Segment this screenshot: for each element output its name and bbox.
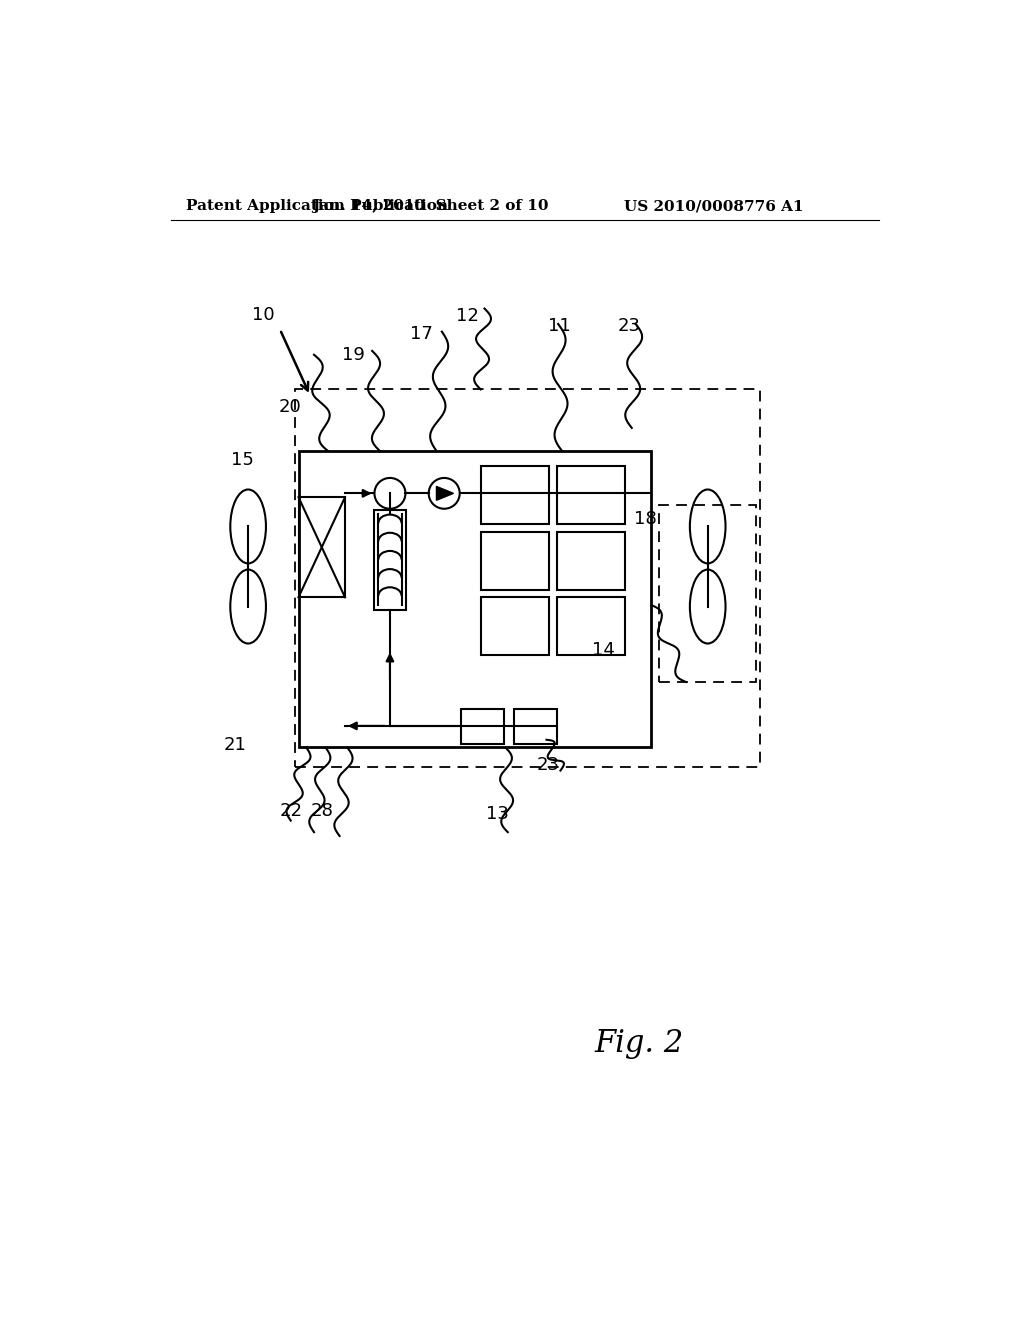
Text: Patent Application Publication: Patent Application Publication: [186, 199, 449, 213]
Bar: [374, 510, 407, 610]
Bar: [295, 389, 760, 767]
Bar: [299, 451, 651, 747]
Bar: [480, 466, 549, 524]
Text: 12: 12: [456, 308, 479, 325]
Text: US 2010/0008776 A1: US 2010/0008776 A1: [624, 199, 804, 213]
Text: 21: 21: [223, 737, 247, 754]
Bar: [299, 498, 345, 598]
Bar: [658, 506, 756, 682]
Text: 18: 18: [634, 510, 656, 528]
Text: 23: 23: [617, 317, 641, 335]
Bar: [557, 532, 625, 590]
Bar: [480, 598, 549, 655]
Text: 14: 14: [593, 640, 615, 659]
Bar: [514, 709, 557, 743]
Text: 22: 22: [280, 803, 302, 820]
Text: 10: 10: [252, 306, 274, 323]
Bar: [461, 709, 504, 743]
Text: 19: 19: [342, 346, 365, 364]
Text: 28: 28: [310, 803, 333, 820]
Text: Fig. 2: Fig. 2: [595, 1028, 684, 1060]
Text: 17: 17: [410, 325, 432, 343]
Bar: [480, 532, 549, 590]
Polygon shape: [436, 487, 454, 500]
Text: Jan. 14, 2010  Sheet 2 of 10: Jan. 14, 2010 Sheet 2 of 10: [312, 199, 549, 213]
Text: 11: 11: [548, 317, 570, 335]
Bar: [557, 598, 625, 655]
Text: 20: 20: [279, 399, 301, 416]
Text: 23: 23: [537, 756, 559, 774]
Text: 15: 15: [231, 451, 254, 469]
Bar: [557, 466, 625, 524]
Text: 13: 13: [486, 805, 509, 824]
